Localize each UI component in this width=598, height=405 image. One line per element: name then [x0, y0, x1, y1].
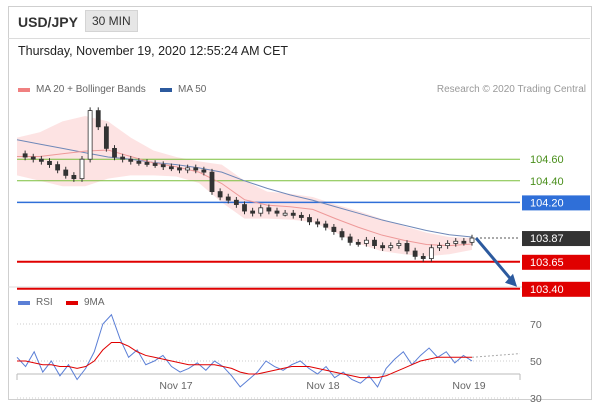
candle-body [445, 243, 451, 247]
candle-body [404, 243, 410, 252]
candle-body [193, 167, 199, 171]
candle-body [38, 158, 44, 162]
level-label-current: 103.87 [530, 233, 564, 245]
x-tick-1: Nov 18 [306, 380, 339, 392]
candle-body [347, 236, 353, 243]
rsi-projection [471, 353, 521, 358]
legend-ma50: MA 50 [160, 84, 206, 95]
legend-bollinger: MA 20 + Bollinger Bands [18, 84, 146, 95]
level-label-bg-pivot [522, 195, 590, 211]
level-label-bg-current [522, 231, 590, 247]
legend-9ma-label: 9MA [84, 297, 105, 308]
candle-body [420, 255, 426, 259]
level-label-resistance-1: 104.40 [530, 176, 564, 188]
x-tick-2: Nov 19 [452, 380, 485, 392]
candle-body [323, 223, 329, 228]
candle-body [412, 250, 418, 257]
candle-body [396, 243, 402, 247]
candle-body [136, 160, 142, 164]
rsi-tick-70: 70 [530, 319, 542, 331]
candle-body [363, 239, 369, 244]
candle-body [453, 240, 459, 244]
candle-body [47, 160, 52, 166]
level-label-bg-support-2 [522, 281, 590, 297]
candle-body [242, 204, 247, 212]
rsi-tick-50: 50 [530, 356, 542, 368]
candle-body [30, 156, 36, 160]
candle-body [331, 226, 337, 232]
legend-ma50-label: MA 50 [178, 84, 207, 95]
x-tick-0: Nov 17 [159, 380, 192, 392]
legend-bollinger-label: MA 20 + Bollinger Bands [36, 84, 146, 95]
candle-body [144, 162, 150, 165]
candle-body [258, 207, 264, 214]
candle-body [63, 169, 69, 176]
candle-body [87, 110, 93, 160]
level-label-support-2: 103.40 [530, 284, 564, 296]
candle-body [209, 171, 215, 193]
candle-body [266, 207, 272, 212]
ma20-line [17, 149, 473, 247]
candle-body [128, 158, 134, 162]
currency-pair: USD/JPY [18, 14, 78, 30]
candle-body [168, 166, 174, 170]
chart-datetime: Thursday, November 19, 2020 12:55:24 AM … [18, 44, 289, 58]
level-label-resistance-2: 104.60 [530, 154, 564, 166]
candle-body [339, 231, 345, 238]
legend-rsi-label: RSI [36, 297, 53, 308]
level-label-support-1: 103.65 [530, 257, 564, 269]
candle-body [217, 191, 223, 198]
candle-body [112, 147, 117, 158]
candle-body [201, 169, 207, 173]
research-credit: Research © 2020 Trading Central [436, 84, 586, 95]
level-label-bg-support-1 [522, 254, 590, 270]
candle-body [152, 163, 158, 166]
ma9-swatch [66, 300, 78, 305]
candle-body [95, 110, 101, 128]
candle-body [55, 164, 61, 171]
candle-body [307, 217, 312, 223]
ma50-swatch [160, 87, 172, 92]
candle-body [355, 241, 361, 245]
legend-rsi: RSI [18, 297, 53, 308]
rsi-tick-30: 30 [530, 393, 542, 405]
legend-9ma: 9MA [66, 297, 105, 308]
candle-body [428, 247, 434, 259]
candle-body [372, 239, 377, 246]
candle-body [250, 210, 256, 214]
bollinger-band [17, 116, 472, 257]
chart-header: USD/JPY 30 MIN [8, 6, 590, 39]
candle-body [437, 245, 442, 249]
rsi-swatch [18, 300, 30, 305]
candle-body [290, 212, 296, 216]
candle-body [225, 196, 231, 201]
forecast-arrowhead [505, 273, 517, 287]
candle-body [22, 153, 28, 158]
candle-body [274, 210, 280, 214]
candle-body [461, 240, 467, 244]
rsi-series-9ma [17, 342, 472, 379]
candle-body [282, 212, 288, 216]
candle-body [177, 167, 182, 171]
candle-body [71, 174, 77, 180]
bollinger-swatch [18, 87, 30, 92]
forecast-arrow [474, 237, 515, 283]
candle-body [380, 245, 386, 249]
candle-body [315, 221, 321, 225]
rsi-series-rsi [16, 313, 473, 388]
candle-body [120, 156, 126, 160]
timeframe-button[interactable]: 30 MIN [85, 10, 138, 32]
candle-body [298, 214, 304, 218]
candle-body [160, 164, 166, 168]
candle-body [233, 199, 239, 205]
candle-body [388, 245, 394, 249]
ma50-line [16, 139, 473, 238]
candle-body [185, 167, 191, 171]
candle-body [103, 126, 109, 149]
candle-body [79, 158, 85, 180]
level-label-pivot: 104.20 [530, 197, 564, 209]
candle-body [469, 237, 475, 243]
